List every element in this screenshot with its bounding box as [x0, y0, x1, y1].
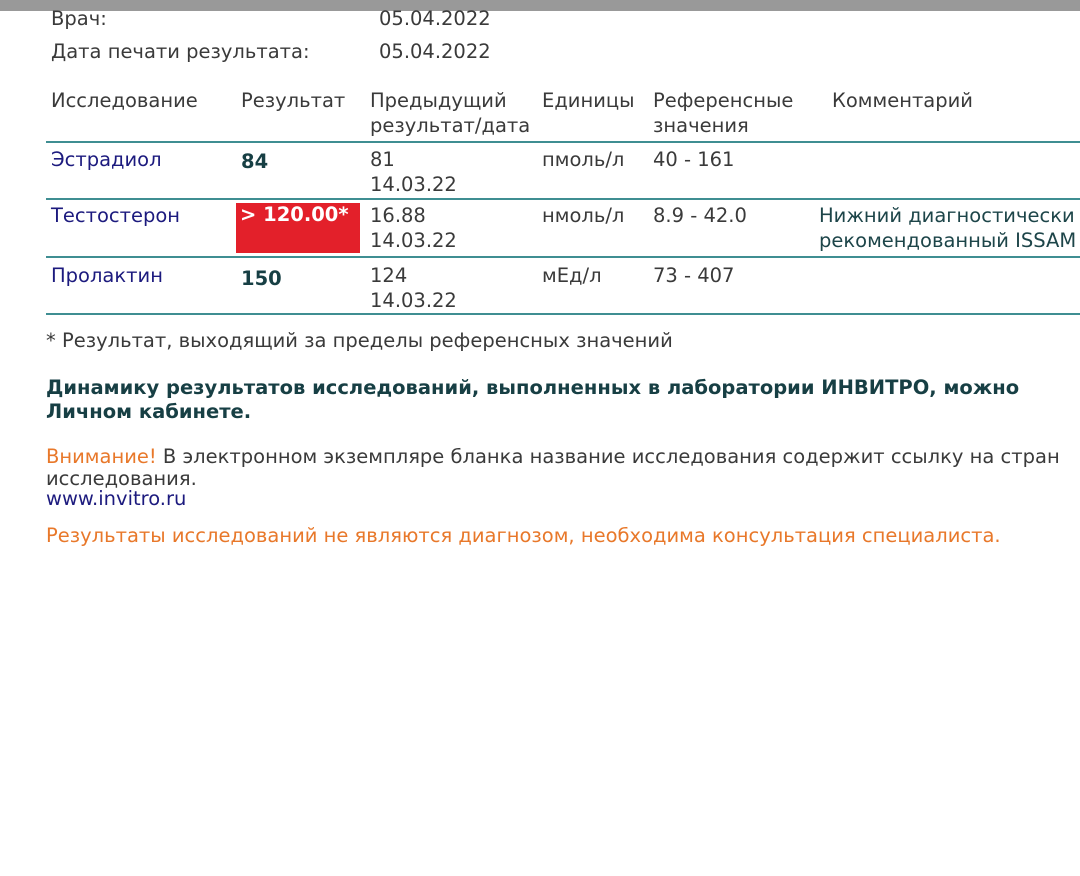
previous-date: 14.03.22	[370, 289, 457, 312]
test-name-prolactin[interactable]: Пролактин	[51, 264, 163, 287]
top-bar	[0, 0, 1080, 11]
divider	[46, 141, 1080, 143]
col-header-test: Исследование	[51, 89, 198, 112]
col-header-reference: Референсные	[653, 89, 794, 112]
attention-notice: Внимание! В электронном экземпляре бланк…	[46, 445, 1060, 469]
reference-range: 73 - 407	[653, 264, 735, 287]
divider	[46, 313, 1080, 315]
invitro-link[interactable]: www.invitro.ru	[46, 487, 187, 510]
test-name-testosterone[interactable]: Тестостерон	[51, 204, 181, 227]
previous-date: 14.03.22	[370, 173, 457, 196]
previous-date: 14.03.22	[370, 229, 457, 252]
attention-label: Внимание!	[46, 445, 157, 468]
result-value: 150	[241, 267, 282, 290]
result-value-flagged: > 120.00*	[236, 203, 360, 253]
footnote: * Результат, выходящий за пределы рефере…	[46, 329, 673, 352]
reference-range: 8.9 - 42.0	[653, 204, 747, 227]
doctor-date: 05.04.2022	[379, 7, 491, 30]
attention-text: В электронном экземпляре бланка название…	[156, 445, 1060, 468]
col-header-units: Единицы	[542, 89, 635, 112]
previous-value: 124	[370, 264, 408, 287]
disclaimer: Результаты исследований не являются диаг…	[46, 524, 1001, 547]
test-name-estradiol[interactable]: Эстрадиол	[51, 148, 162, 171]
print-date: 05.04.2022	[379, 40, 491, 63]
units: нмоль/л	[542, 204, 625, 227]
col-header-result: Результат	[241, 89, 346, 112]
units: пмоль/л	[542, 148, 625, 171]
comment-line-1: Нижний диагностически	[819, 204, 1075, 227]
col-header-reference-2: значения	[653, 114, 749, 137]
dynamics-notice: Динамику результатов исследований, выпол…	[46, 376, 1020, 399]
previous-value: 16.88	[370, 204, 426, 227]
divider	[46, 198, 1080, 200]
divider	[46, 256, 1080, 258]
doctor-label: Врач:	[51, 7, 107, 30]
units: мЕд/л	[542, 264, 602, 287]
print-date-label: Дата печати результата:	[51, 40, 310, 63]
col-header-previous-2: результат/дата	[370, 114, 531, 137]
col-header-previous: Предыдущий	[370, 89, 507, 112]
result-value: 84	[241, 150, 269, 173]
dynamics-notice-2: Личном кабинете.	[46, 400, 252, 423]
result-value: > 120.00*	[240, 203, 349, 226]
reference-range: 40 - 161	[653, 148, 735, 171]
previous-value: 81	[370, 148, 395, 171]
col-header-comment: Комментарий	[832, 89, 973, 112]
attention-text-2: исследования.	[46, 467, 197, 490]
comment-line-2: рекомендованный ISSAM	[819, 229, 1077, 252]
